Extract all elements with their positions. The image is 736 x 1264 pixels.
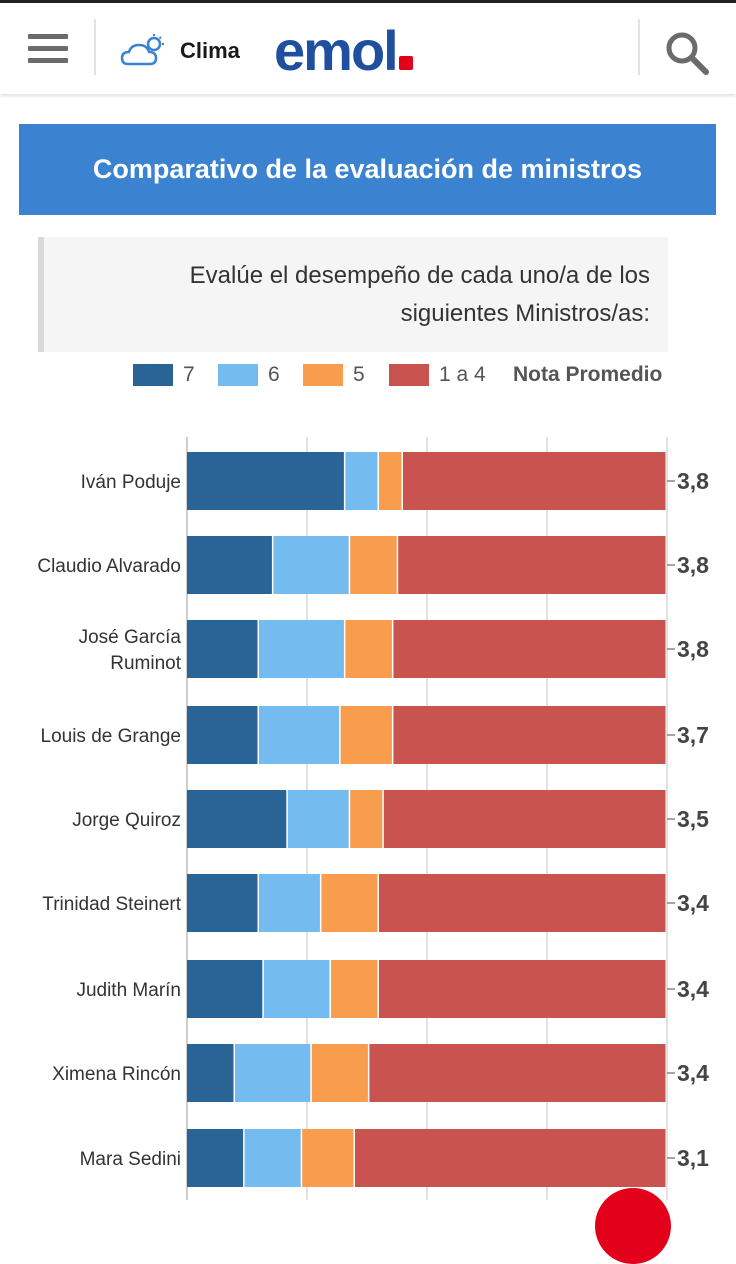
legend-item: 5 [303,363,365,387]
bar-segment [379,452,402,510]
legend-item: 6 [218,363,280,387]
bar-segment [187,620,258,678]
average-value-label: 3,8 [677,636,709,662]
bar-segment [345,452,378,510]
bar-segment [302,1129,354,1187]
logo-text: emol [274,19,399,82]
menu-icon[interactable] [28,34,68,64]
legend-swatch [389,364,429,386]
category-label: Ximena Rincón [52,1064,181,1085]
bar-segment [187,1129,244,1187]
legend-item: 1 a 4 [389,363,486,387]
bar-segment [259,620,344,678]
bar-segment [393,620,666,678]
category-label: Jorge Quiroz [72,810,181,831]
average-value-label: 3,4 [677,1060,709,1086]
bar-segment [398,536,666,594]
bar-segment [403,452,666,510]
bar-segment [259,874,320,932]
bar-segment [311,1044,368,1102]
bar-segment [393,706,666,764]
cloud-icon [120,34,164,66]
logo-dot [398,56,413,70]
legend-label: 5 [353,363,365,386]
bar-segment [259,706,340,764]
average-value-label: 3,8 [677,552,709,578]
search-icon[interactable] [664,30,710,76]
legend-item: 7 [133,363,195,387]
bar-segment [187,1044,234,1102]
legend-label: 7 [183,363,195,386]
bar-segment [350,536,397,594]
emol-logo[interactable]: emol [274,21,413,81]
category-label: Iván Poduje [81,472,181,493]
bar-segment [340,706,392,764]
bar-segment [187,874,258,932]
average-value-label: 3,7 [677,722,709,748]
header-divider [638,19,640,75]
category-label: Trinidad Steinert [42,894,181,915]
legend-swatch [133,364,173,386]
legend-average-label: Nota Promedio [513,363,663,386]
legend-label: 6 [268,363,280,386]
survey-question: Evalúe el desempeño de cada uno/a de los… [38,237,668,352]
ministers-stacked-bar-chart: Iván Poduje 3,8 Claudio Alvarado 3,8 José Ga… [37,437,709,1200]
average-value-label: 3,5 [677,806,709,832]
top-border [0,0,736,3]
weather-link[interactable]: Clima [120,31,240,71]
legend-swatch [218,364,258,386]
bar-segment [273,536,349,594]
bar-segment [287,790,349,848]
floating-action-button[interactable] [595,1188,671,1264]
chart-legend: 7 6 5 1 a 4 Nota Promedio [0,363,736,391]
bar-segment [383,790,666,848]
page-title: Comparativo de la evaluación de ministro… [92,154,643,184]
bar-segment [187,536,272,594]
average-value-label: 3,4 [677,976,709,1002]
site-header: Clima emol [0,3,736,94]
bar-segment [355,1129,666,1187]
average-value-label: 3,4 [677,890,709,916]
bar-segment [379,960,666,1018]
bar-segment [187,790,287,848]
average-value-label: 3,1 [677,1145,709,1171]
category-label: Louis de Grange [41,726,182,747]
legend-label: 1 a 4 [439,363,486,386]
question-text: Evalúe el desempeño de cada uno/a de los… [189,262,650,327]
bar-segment [187,452,344,510]
bar-segment [369,1044,666,1102]
weather-label: Clima [180,38,240,63]
bar-segment [235,1044,311,1102]
header-divider [94,19,96,75]
bar-segment [331,960,378,1018]
bar-segment [350,790,383,848]
bar-segment [345,620,392,678]
bar-segment [187,706,258,764]
bar-segment [321,874,378,932]
title-banner: Comparativo de la evaluación de ministro… [19,124,716,215]
legend-swatch [303,364,343,386]
average-value-label: 3,8 [677,468,709,494]
bar-segment [187,960,263,1018]
bar-segment [244,1129,301,1187]
category-label: Mara Sedini [80,1149,181,1170]
category-label: Judith Marín [76,980,181,1001]
bar-segment [263,960,330,1018]
category-label: José García Ruminot [79,627,182,674]
bar-segment [379,874,666,932]
category-label: Claudio Alvarado [37,556,181,577]
